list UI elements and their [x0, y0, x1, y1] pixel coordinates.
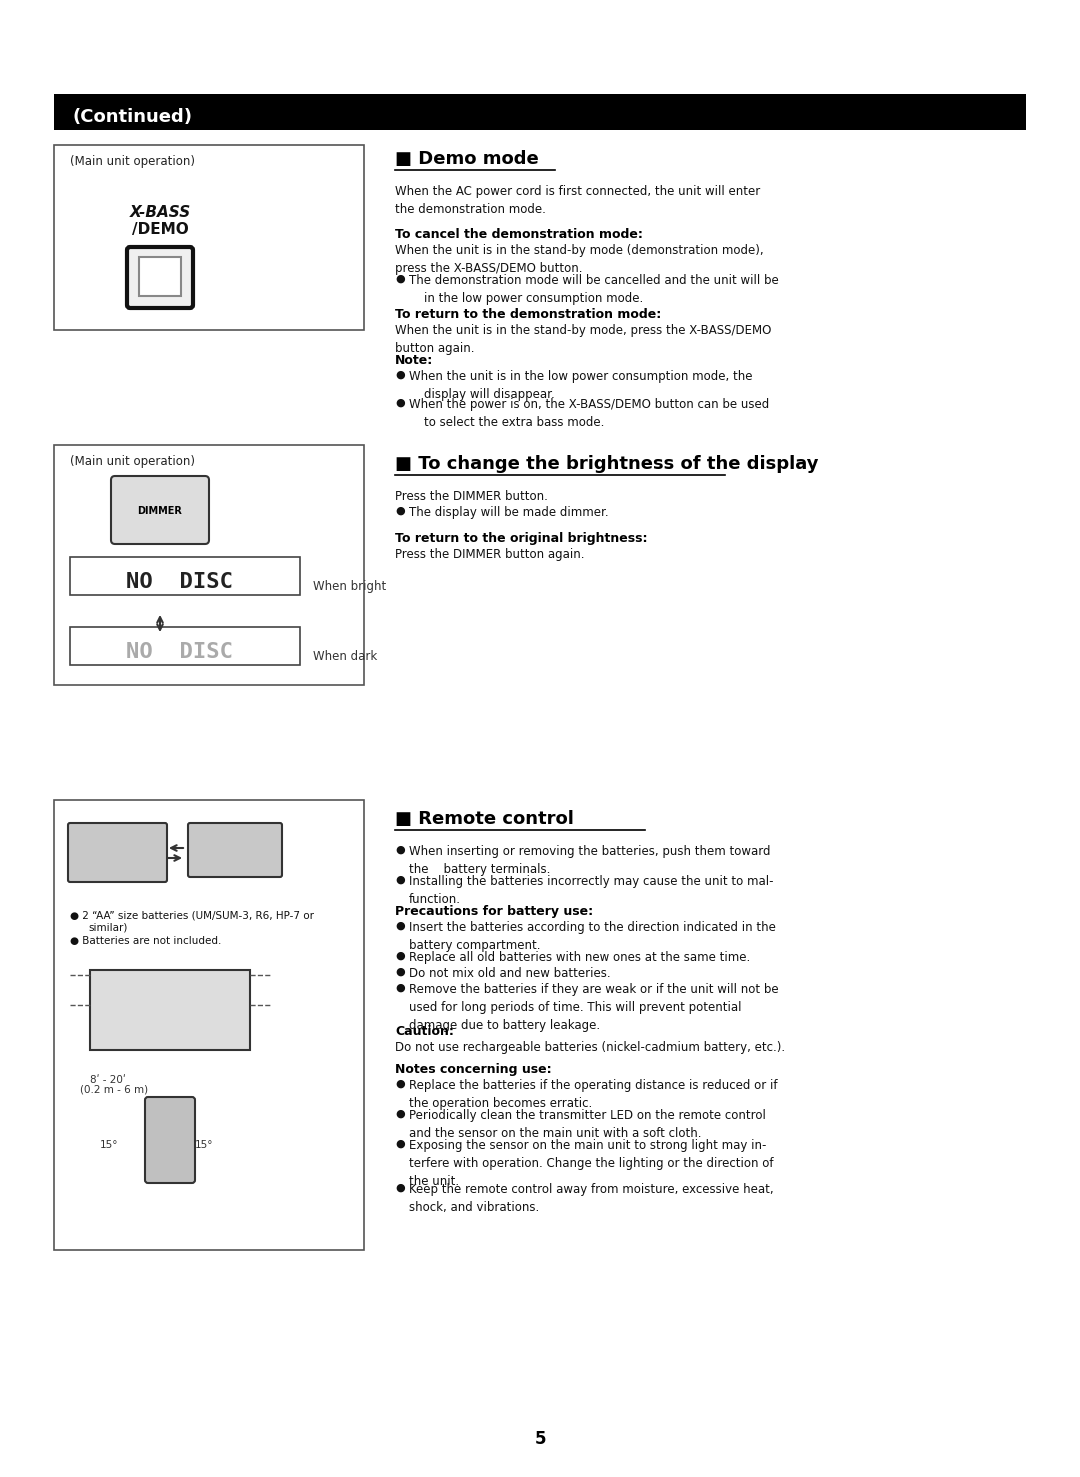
Text: ■ Demo mode: ■ Demo mode	[395, 151, 539, 168]
Text: ●: ●	[395, 1080, 405, 1089]
Text: ●: ●	[395, 967, 405, 976]
Text: Insert the batteries according to the direction indicated in the
battery compart: Insert the batteries according to the di…	[409, 922, 775, 953]
Text: NO  DISC: NO DISC	[126, 642, 233, 662]
Text: Periodically clean the transmitter LED on the remote control
and the sensor on t: Periodically clean the transmitter LED o…	[409, 1109, 766, 1140]
Text: ● 2 “AA” size batteries (UM/SUM-3, R6, HP-7 or: ● 2 “AA” size batteries (UM/SUM-3, R6, H…	[70, 910, 314, 920]
Text: 5: 5	[535, 1430, 545, 1447]
Text: (Continued): (Continued)	[72, 108, 192, 126]
Text: ●: ●	[395, 1139, 405, 1149]
Text: When bright: When bright	[313, 580, 387, 592]
Text: Installing the batteries incorrectly may cause the unit to mal-
function.: Installing the batteries incorrectly may…	[409, 874, 773, 905]
Text: When the AC power cord is first connected, the unit will enter
the demonstration: When the AC power cord is first connecte…	[395, 185, 760, 216]
Text: ■ To change the brightness of the display: ■ To change the brightness of the displa…	[395, 455, 819, 473]
Text: X-BASS: X-BASS	[130, 205, 191, 220]
FancyBboxPatch shape	[127, 247, 193, 309]
Text: Replace the batteries if the operating distance is reduced or if
the operation b: Replace the batteries if the operating d…	[409, 1080, 778, 1111]
Text: Replace all old batteries with new ones at the same time.: Replace all old batteries with new ones …	[409, 951, 751, 964]
Text: Do not use rechargeable batteries (nickel-cadmium battery, etc.).: Do not use rechargeable batteries (nicke…	[395, 1041, 785, 1055]
Text: To return to the demonstration mode:: To return to the demonstration mode:	[395, 309, 661, 321]
FancyBboxPatch shape	[111, 476, 210, 544]
Text: 8ʹ - 20ʹ: 8ʹ - 20ʹ	[90, 1075, 125, 1086]
Text: Remove the batteries if they are weak or if the unit will not be
used for long p: Remove the batteries if they are weak or…	[409, 984, 779, 1032]
Text: ●: ●	[395, 984, 405, 993]
Bar	[54, 145, 364, 329]
Bar	[54, 95, 1026, 130]
FancyBboxPatch shape	[68, 823, 167, 882]
FancyBboxPatch shape	[188, 823, 282, 877]
Text: NO  DISC: NO DISC	[126, 572, 233, 592]
Text: (Main unit operation): (Main unit operation)	[70, 155, 195, 168]
Text: Precautions for battery use:: Precautions for battery use:	[395, 905, 593, 919]
Bar	[54, 445, 364, 685]
Text: ■ Remote control: ■ Remote control	[395, 809, 573, 829]
Text: When the unit is in the low power consumption mode, the
    display will disappe: When the unit is in the low power consum…	[409, 371, 753, 400]
Text: When dark: When dark	[313, 650, 377, 663]
Text: When the unit is in the stand-by mode (demonstration mode),
press the X-BASS/DEM: When the unit is in the stand-by mode (d…	[395, 244, 764, 275]
Bar	[54, 801, 364, 1250]
Text: 15°: 15°	[100, 1140, 119, 1151]
Text: 15°: 15°	[195, 1140, 214, 1151]
Text: ●: ●	[395, 1183, 405, 1193]
Bar	[139, 257, 181, 295]
Text: The display will be made dimmer.: The display will be made dimmer.	[409, 507, 609, 518]
Bar	[70, 557, 300, 595]
Text: ●: ●	[395, 275, 405, 284]
Text: Note:: Note:	[395, 354, 433, 366]
Text: ●: ●	[395, 922, 405, 931]
Text: ● Batteries are not included.: ● Batteries are not included.	[70, 936, 221, 945]
Text: ●: ●	[395, 397, 405, 408]
Text: The demonstration mode will be cancelled and the unit will be
    in the low pow: The demonstration mode will be cancelled…	[409, 275, 779, 304]
Text: When the power is on, the X-BASS/DEMO button can be used
    to select the extra: When the power is on, the X-BASS/DEMO bu…	[409, 397, 769, 428]
Text: (Main unit operation): (Main unit operation)	[70, 455, 195, 468]
Text: ●: ●	[395, 874, 405, 885]
Text: When the unit is in the stand-by mode, press the X-BASS/DEMO
button again.: When the unit is in the stand-by mode, p…	[395, 323, 771, 354]
Text: ●: ●	[395, 1109, 405, 1120]
Text: Exposing the sensor on the main unit to strong light may in-
terfere with operat: Exposing the sensor on the main unit to …	[409, 1139, 773, 1188]
Text: Do not mix old and new batteries.: Do not mix old and new batteries.	[409, 967, 610, 981]
Text: ●: ●	[395, 951, 405, 962]
Text: ●: ●	[395, 371, 405, 380]
Text: Press the DIMMER button.: Press the DIMMER button.	[395, 490, 548, 504]
Text: To return to the original brightness:: To return to the original brightness:	[395, 532, 648, 545]
Bar	[70, 628, 300, 665]
Bar	[90, 970, 249, 1050]
Text: /DEMO: /DEMO	[132, 222, 188, 236]
Text: ●: ●	[395, 507, 405, 515]
Text: When inserting or removing the batteries, push them toward
the    battery termin: When inserting or removing the batteries…	[409, 845, 770, 876]
Text: To cancel the demonstration mode:: To cancel the demonstration mode:	[395, 227, 643, 241]
Text: (0.2 m - 6 m): (0.2 m - 6 m)	[80, 1086, 148, 1094]
Text: DIMMER: DIMMER	[137, 507, 183, 515]
Text: Caution:: Caution:	[395, 1025, 454, 1038]
Text: ●: ●	[395, 845, 405, 855]
Text: Press the DIMMER button again.: Press the DIMMER button again.	[395, 548, 584, 561]
Text: Keep the remote control away from moisture, excessive heat,
shock, and vibration: Keep the remote control away from moistu…	[409, 1183, 773, 1214]
Text: similar): similar)	[87, 923, 127, 933]
Text: Notes concerning use:: Notes concerning use:	[395, 1063, 552, 1077]
FancyBboxPatch shape	[145, 1097, 195, 1183]
